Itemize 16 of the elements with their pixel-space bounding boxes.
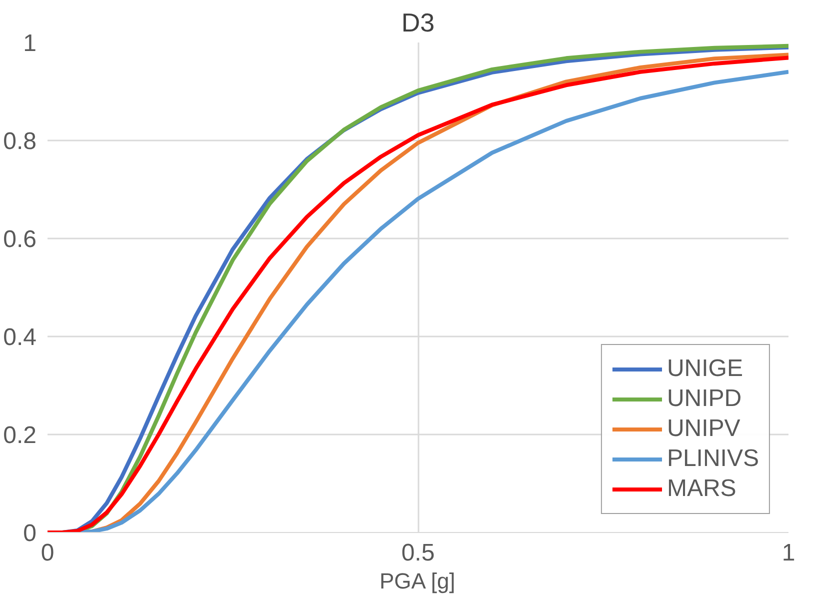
legend-label: UNIGE (666, 355, 743, 383)
y-tick-label: 0.2 (3, 422, 37, 449)
legend-label: PLINIVS (666, 445, 759, 473)
y-tick-label: 0.8 (3, 128, 37, 155)
x-tick-label: 0.5 (401, 540, 435, 566)
y-tick-label: 0.6 (3, 226, 37, 253)
y-tick-label: 1 (23, 30, 37, 57)
legend-label: MARS (666, 475, 736, 503)
x-tick-label: 0 (40, 540, 54, 566)
y-tick-label: 0.4 (3, 324, 37, 351)
y-tick-label: 0 (23, 520, 37, 547)
x-axis-title: PGA [g] (379, 568, 456, 594)
x-tick-label: 1 (782, 540, 796, 566)
legend-label: UNIPV (666, 415, 740, 443)
legend-label: UNIPD (666, 385, 742, 413)
chart-title: D3 (401, 8, 435, 38)
